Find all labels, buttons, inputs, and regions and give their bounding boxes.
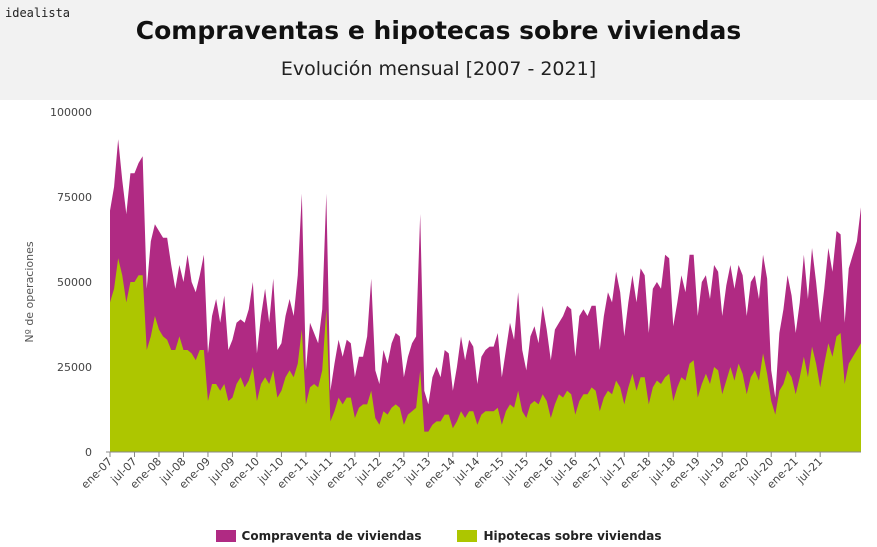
y-tick-label: 75000 — [57, 191, 92, 204]
y-axis-label: Nº de operaciones — [23, 241, 36, 342]
y-tick-label: 100000 — [50, 106, 92, 119]
chart-legend: Compraventa de viviendas Hipotecas sobre… — [0, 526, 877, 546]
legend-swatch-hipotecas — [457, 530, 478, 542]
legend-label-hipotecas: Hipotecas sobre viviendas — [483, 529, 662, 543]
legend-item-compraventa: Compraventa de viviendas — [215, 529, 422, 543]
y-tick-label: 50000 — [57, 276, 92, 289]
brand-logo-text: idealista — [5, 6, 71, 20]
legend-swatch-compraventa — [215, 530, 236, 542]
chart-subtitle: Evolución mensual [2007 - 2021] — [280, 58, 597, 80]
x-tick-label: ene-07 — [79, 455, 115, 491]
series-area-hipotecas — [110, 258, 861, 452]
y-tick-label: 25000 — [57, 361, 92, 374]
chart-title: Compraventas e hipotecas sobre viviendas — [135, 16, 742, 45]
legend-item-hipotecas: Hipotecas sobre viviendas — [457, 529, 661, 543]
chart-header: idealista Compraventas e hipotecas sobre… — [0, 0, 877, 100]
y-tick-label: 0 — [85, 446, 92, 459]
x-tick-label: jul-21 — [793, 455, 825, 487]
chart-area: 0 25000 50000 75000 100000 Nº de operaciones e… — [23, 106, 861, 491]
legend-label-compraventa: Compraventa de viviendas — [241, 529, 422, 543]
